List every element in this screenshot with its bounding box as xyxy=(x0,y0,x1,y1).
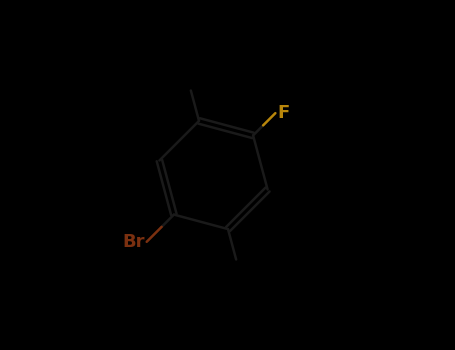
Text: Br: Br xyxy=(122,233,145,251)
Text: F: F xyxy=(277,104,289,122)
